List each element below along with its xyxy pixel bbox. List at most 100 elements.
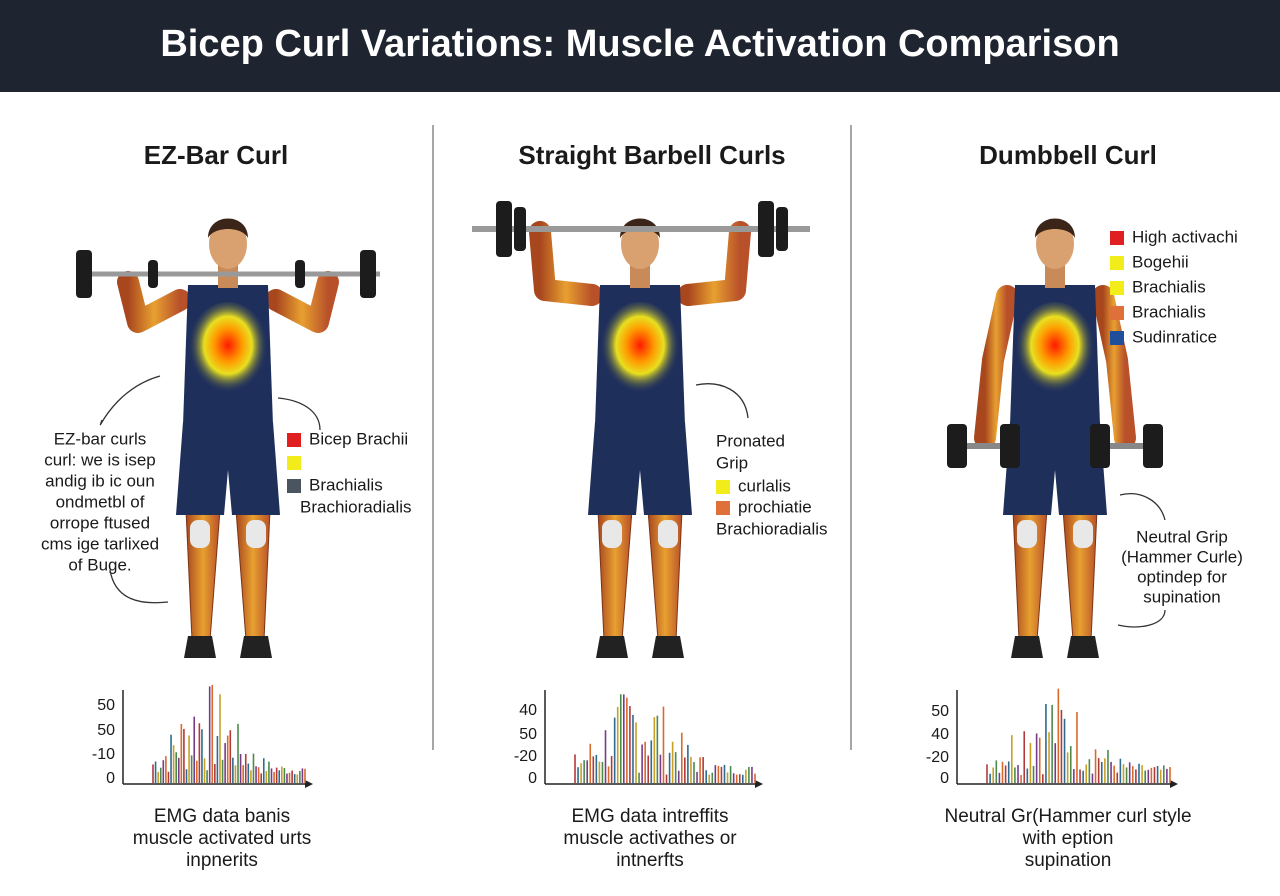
emg-axis-arrow — [755, 780, 763, 788]
legend-label: Bicep Brachii — [309, 429, 408, 448]
arm — [974, 285, 1018, 449]
legend-swatch — [716, 501, 730, 515]
legend-label: Brachioradialis — [300, 497, 412, 516]
header-bar — [0, 0, 1280, 92]
shoe — [184, 636, 216, 658]
legend-label: Brachioradialis — [716, 519, 828, 538]
shorts — [588, 422, 692, 515]
emg-tick-label: 40 — [931, 726, 949, 743]
panel-title: Straight Barbell Curls — [518, 140, 785, 170]
annotation: curl: we is isep — [44, 450, 155, 469]
weight-plate — [360, 250, 376, 298]
panel-title: Dumbbell Curl — [979, 140, 1157, 170]
emg-tick-label: 0 — [940, 770, 949, 787]
emg-tick-label: 50 — [931, 703, 949, 720]
head — [209, 219, 247, 269]
activation-glow — [600, 302, 680, 398]
annotation: orrope ftused — [50, 513, 150, 532]
neck — [630, 262, 650, 288]
legend-swatch — [1110, 331, 1124, 345]
arm — [677, 221, 751, 306]
emg-tick-label: -20 — [514, 748, 537, 765]
annotation: Grip — [716, 453, 748, 472]
caption: inpnerits — [186, 850, 258, 871]
arrow — [1117, 609, 1166, 628]
annotation: ondmetbl of — [56, 492, 145, 511]
caption: EMG data banis — [154, 806, 290, 827]
knee — [1073, 520, 1093, 548]
annotation: of Buge. — [68, 555, 131, 574]
knee — [190, 520, 210, 548]
legend-label: prochiatie — [738, 497, 812, 516]
legend-label: Sudinratice — [1132, 327, 1217, 346]
annotation: supination — [1143, 587, 1221, 606]
weight-plate — [295, 260, 305, 288]
legend-swatch — [1110, 306, 1124, 320]
legend-swatch — [1110, 256, 1124, 270]
emg-axis-arrow — [1170, 780, 1178, 788]
weight-plate — [776, 207, 788, 251]
activation-glow — [1015, 302, 1095, 398]
caption: muscle activathes or — [563, 828, 737, 849]
shoe — [1067, 636, 1099, 658]
weight-plate — [1143, 424, 1163, 468]
panel-title: EZ-Bar Curl — [144, 140, 288, 170]
annotation: cms ige tarlixed — [41, 534, 159, 553]
weight-plate — [758, 201, 774, 257]
annotation: EZ-bar curls — [54, 429, 147, 448]
shoe — [652, 636, 684, 658]
legend-swatch — [1110, 231, 1124, 245]
legend-swatch — [287, 433, 301, 447]
legend-label: High activachi — [1132, 227, 1238, 246]
emg-axis-arrow — [305, 780, 313, 788]
arm — [117, 271, 191, 333]
emg-tick-label: 0 — [528, 770, 537, 787]
weight-plate — [148, 260, 158, 288]
knee — [602, 520, 622, 548]
caption: supination — [1025, 850, 1112, 871]
arrow — [277, 397, 321, 431]
legend-label: Brachialis — [309, 475, 383, 494]
caption: intnerfts — [616, 850, 684, 871]
knee — [658, 520, 678, 548]
page-title: Bicep Curl Variations: Muscle Activation… — [160, 23, 1119, 65]
caption: with eption — [1022, 828, 1114, 849]
legend-label: Brachialis — [1132, 302, 1206, 321]
legend-swatch — [716, 480, 730, 494]
hair — [1035, 218, 1075, 238]
legend-swatch — [287, 456, 301, 470]
emg-tick-label: 50 — [97, 697, 115, 714]
weight-plate — [496, 201, 512, 257]
legend-label: curlalis — [738, 476, 791, 495]
annotation: Neutral Grip — [1136, 527, 1228, 546]
arm — [1092, 285, 1136, 449]
weight-plate — [76, 250, 92, 298]
emg-tick-label: 50 — [519, 726, 537, 743]
arrow — [109, 569, 169, 604]
caption: Neutral Gr(Hammer curl style — [944, 806, 1191, 827]
shorts — [176, 422, 280, 515]
legend-label: Brachialis — [1132, 277, 1206, 296]
legend-swatch — [287, 479, 301, 493]
shorts — [1003, 422, 1107, 515]
weight-plate — [1000, 424, 1020, 468]
arrow — [695, 383, 749, 419]
weight-plate — [514, 207, 526, 251]
caption: EMG data intreffits — [572, 806, 729, 827]
arm — [529, 221, 603, 306]
annotation: (Hammer Curle) — [1121, 547, 1243, 566]
annotation: andig ib ic oun — [45, 471, 155, 490]
shoe — [1011, 636, 1043, 658]
legend-swatch — [1110, 281, 1124, 295]
shoe — [596, 636, 628, 658]
arrow — [99, 375, 161, 426]
emg-tick-label: -20 — [926, 749, 949, 766]
head — [1036, 219, 1074, 269]
shoe — [240, 636, 272, 658]
emg-tick-label: -10 — [92, 746, 115, 763]
annotation: optindep for — [1137, 567, 1227, 586]
hair — [208, 218, 248, 238]
knee — [246, 520, 266, 548]
activation-glow — [188, 302, 268, 398]
